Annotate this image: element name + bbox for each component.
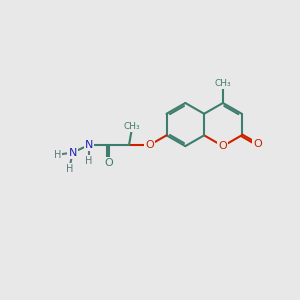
Text: N: N [85,140,93,150]
Text: CH₃: CH₃ [124,122,141,131]
Text: O: O [218,141,227,151]
Text: CH₃: CH₃ [214,79,231,88]
Text: H: H [85,156,93,166]
Text: H: H [54,150,61,160]
Text: O: O [253,140,262,149]
Text: O: O [104,158,113,168]
Text: O: O [145,140,154,150]
Text: N: N [68,148,77,158]
Text: H: H [66,164,73,174]
